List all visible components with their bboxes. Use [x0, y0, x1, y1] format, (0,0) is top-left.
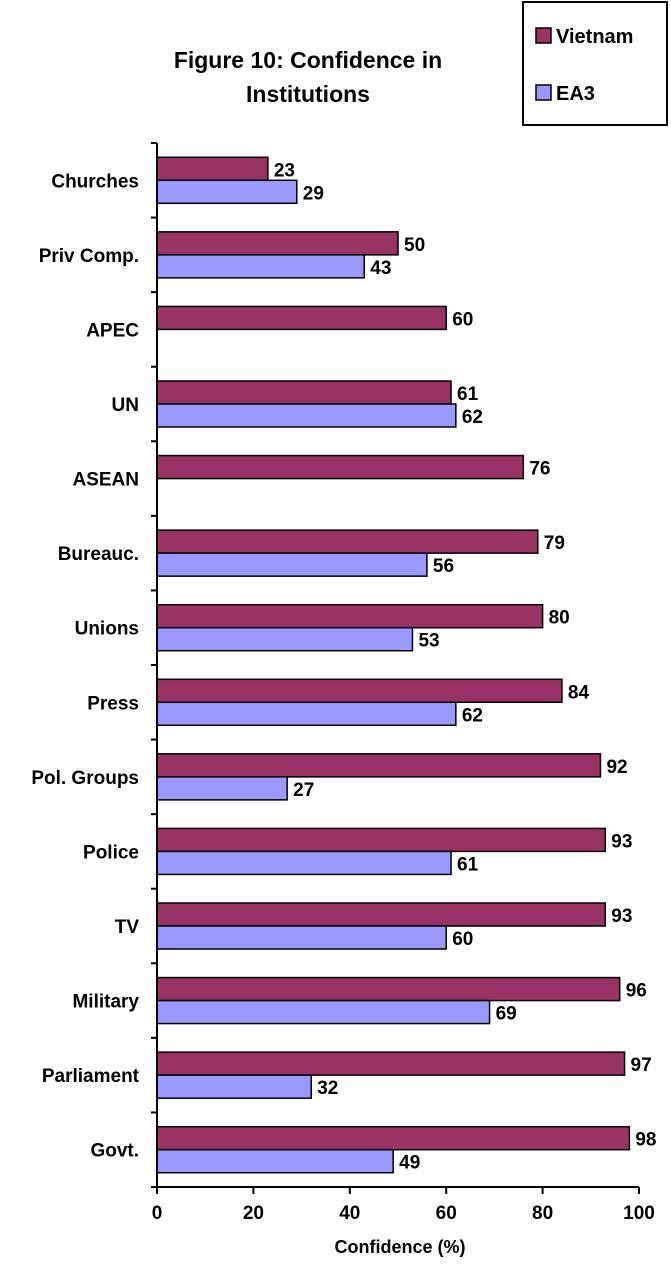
bar-vietnam-parliament [156, 1051, 626, 1076]
data-label-vietnam-apec: 60 [452, 309, 473, 330]
x-tick-label-0: 0 [152, 1203, 163, 1224]
data-label-vietnam-military: 96 [626, 981, 647, 1002]
bar-ea3-bureauc [156, 552, 428, 577]
data-label-vietnam-govt: 98 [635, 1130, 656, 1151]
data-label-ea3-pol-groups: 27 [293, 780, 314, 801]
bar-vietnam-military [156, 976, 621, 1002]
category-label-press: Press [87, 693, 139, 714]
bar-ea3-un [156, 403, 457, 428]
data-label-vietnam-churches: 23 [274, 160, 295, 181]
x-tick-label-60: 60 [436, 1203, 457, 1224]
category-label-tv: TV [115, 917, 140, 938]
bar-vietnam-unions [156, 603, 544, 629]
category-label-priv-comp: Priv Comp. [39, 246, 139, 267]
legend-box [522, 1, 668, 126]
bar-vietnam-asean [156, 454, 525, 480]
bar-ea3-press [156, 701, 457, 727]
category-label-asean: ASEAN [72, 470, 139, 491]
data-label-ea3-priv-comp: 43 [370, 258, 391, 279]
data-label-ea3-churches: 29 [303, 183, 324, 204]
x-tick-label-80: 80 [532, 1203, 553, 1224]
data-label-ea3-parliament: 32 [317, 1078, 338, 1099]
x-axis-title: Confidence (%) [334, 1237, 465, 1257]
category-label-pol-groups: Pol. Groups [31, 768, 139, 789]
category-label-bureauc: Bureauc. [58, 544, 139, 565]
data-label-ea3-military: 69 [496, 1004, 517, 1025]
data-label-ea3-un: 62 [462, 407, 483, 428]
legend-swatch-vietnam [535, 27, 552, 44]
chart-title-line-1: Figure 10: Confidence in [174, 47, 442, 73]
data-label-ea3-unions: 53 [418, 631, 439, 652]
data-label-vietnam-priv-comp: 50 [404, 235, 425, 256]
category-label-apec: APEC [86, 320, 139, 341]
data-label-vietnam-tv: 93 [611, 906, 632, 927]
bar-vietnam-tv [156, 902, 607, 927]
bar-ea3-tv [156, 925, 447, 950]
legend-label-vietnam: Vietnam [556, 26, 633, 48]
category-label-govt: Govt. [90, 1141, 139, 1162]
bar-ea3-pol-groups [156, 776, 288, 801]
bar-ea3-priv-comp [156, 254, 366, 279]
data-label-ea3-press: 62 [462, 705, 483, 726]
bar-ea3-military [156, 999, 491, 1025]
data-label-vietnam-un: 61 [457, 384, 479, 405]
data-label-vietnam-bureauc: 79 [544, 533, 565, 554]
chart-title-line-2: Institutions [246, 81, 370, 107]
bar-ea3-churches [156, 179, 298, 205]
bar-vietnam-govt [156, 1125, 631, 1151]
data-label-ea3-tv: 60 [452, 929, 473, 950]
bar-ea3-govt [156, 1148, 394, 1174]
bar-vietnam-priv-comp [156, 231, 399, 256]
data-label-vietnam-asean: 76 [529, 459, 550, 480]
category-label-police: Police [83, 842, 139, 863]
bar-ea3-police [156, 850, 452, 876]
data-label-vietnam-unions: 80 [549, 608, 570, 629]
legend-swatch-ea3 [535, 84, 552, 101]
bar-vietnam-police [156, 827, 607, 853]
bar-vietnam-press [156, 678, 563, 704]
category-label-parliament: Parliament [42, 1066, 140, 1087]
category-label-un: UN [112, 395, 139, 416]
x-tick-label-40: 40 [339, 1203, 360, 1224]
x-tick-label-20: 20 [243, 1203, 264, 1224]
category-label-churches: Churches [51, 171, 139, 192]
bar-vietnam-pol-groups [156, 753, 602, 778]
bar-ea3-unions [156, 626, 414, 652]
data-label-vietnam-pol-groups: 92 [606, 757, 627, 778]
data-label-ea3-police: 61 [457, 854, 479, 875]
bar-ea3-parliament [156, 1074, 312, 1099]
data-label-vietnam-parliament: 97 [631, 1055, 652, 1076]
data-label-ea3-bureauc: 56 [433, 556, 454, 577]
category-label-military: Military [72, 992, 139, 1013]
data-label-vietnam-press: 84 [568, 682, 590, 703]
bar-vietnam-bureauc [156, 529, 539, 554]
category-label-unions: Unions [75, 619, 139, 640]
data-label-ea3-govt: 49 [399, 1153, 420, 1174]
bar-vietnam-un [156, 380, 452, 405]
data-label-vietnam-police: 93 [611, 831, 632, 852]
bar-vietnam-churches [156, 156, 269, 182]
legend: Vietnam EA3 [522, 1, 668, 126]
bar-vietnam-apec [156, 305, 447, 331]
x-tick-label-100: 100 [623, 1203, 655, 1224]
legend-label-ea3: EA3 [556, 83, 595, 105]
